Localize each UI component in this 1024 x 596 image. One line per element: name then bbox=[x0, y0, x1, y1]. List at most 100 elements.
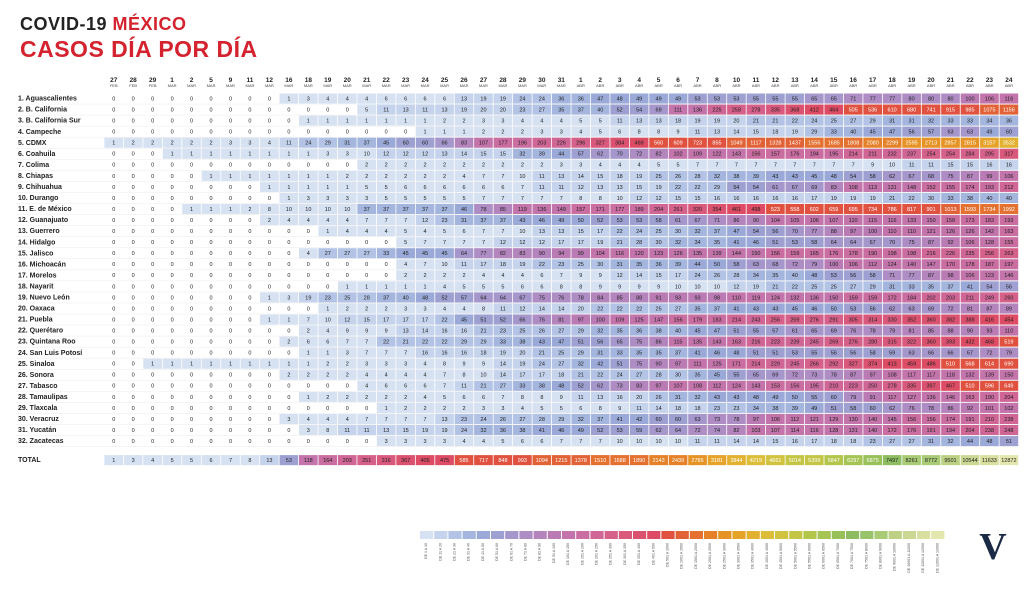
heat-cell bbox=[707, 425, 727, 436]
cell-value: 110 bbox=[1004, 328, 1013, 334]
cell-value: 216 bbox=[926, 251, 935, 257]
total-cell bbox=[571, 455, 591, 466]
heat-cell bbox=[960, 215, 980, 226]
heat-cell bbox=[882, 413, 902, 424]
cell-value: 77 bbox=[889, 96, 895, 102]
heat-cell bbox=[921, 425, 941, 436]
cell-value: 3 bbox=[346, 196, 349, 202]
date-day-label: 19 bbox=[324, 77, 332, 84]
heat-cell bbox=[299, 204, 318, 215]
cell-value: 2080 bbox=[867, 141, 879, 147]
cell-value: 12 bbox=[422, 152, 428, 158]
heat-cell bbox=[493, 148, 513, 159]
cell-value: 256 bbox=[985, 251, 994, 257]
cell-value: 1 bbox=[151, 362, 154, 368]
cell-value: 148 bbox=[907, 185, 916, 191]
heat-cell bbox=[785, 248, 805, 259]
state-label: 13. Guerrero bbox=[18, 228, 60, 235]
heat-cell bbox=[415, 336, 435, 347]
cell-value: 10 bbox=[364, 152, 370, 158]
heat-cell bbox=[804, 391, 824, 402]
cell-value: 212 bbox=[1004, 185, 1013, 191]
total-value: 2785 bbox=[691, 458, 703, 464]
heat-cell bbox=[999, 402, 1019, 413]
cell-value: 76 bbox=[909, 406, 915, 412]
cell-value: 9 bbox=[638, 284, 641, 290]
heat-cell bbox=[649, 181, 668, 192]
cell-value: 204 bbox=[1004, 395, 1013, 401]
cell-value: 100 bbox=[829, 262, 838, 268]
heat-cell bbox=[376, 347, 396, 358]
heat-cell bbox=[610, 159, 630, 170]
heat-cell bbox=[493, 336, 513, 347]
cell-value: 23 bbox=[441, 218, 447, 224]
heat-cell bbox=[882, 270, 902, 281]
cell-value: 19 bbox=[461, 107, 467, 113]
heat-cell bbox=[610, 413, 630, 424]
cell-value: 43 bbox=[539, 340, 545, 346]
heat-cell bbox=[318, 148, 338, 159]
heat-cell bbox=[863, 281, 882, 292]
heat-cell bbox=[843, 292, 863, 303]
heat-cell bbox=[649, 303, 668, 314]
heat-cell bbox=[902, 115, 921, 126]
total-cell bbox=[649, 455, 668, 466]
cell-value: 116 bbox=[1004, 96, 1013, 102]
cell-value: 0 bbox=[190, 317, 193, 323]
heat-cell bbox=[688, 391, 707, 402]
cell-value: 104 bbox=[596, 251, 605, 257]
cell-value: 10 bbox=[675, 439, 681, 445]
heat-cell bbox=[921, 369, 941, 380]
heat-cell bbox=[902, 104, 921, 115]
cell-value: 53 bbox=[636, 218, 642, 224]
legend-label: DE 351 A 400 bbox=[637, 543, 641, 565]
heat-cell bbox=[824, 436, 844, 447]
heat-cell bbox=[746, 369, 766, 380]
heat-cell bbox=[882, 391, 902, 402]
heat-cell bbox=[299, 192, 318, 203]
heat-cell bbox=[746, 314, 766, 325]
total-value: 53 bbox=[286, 458, 292, 464]
heat-cell bbox=[299, 215, 318, 226]
cell-value: 11 bbox=[617, 119, 623, 125]
cell-value: 0 bbox=[171, 107, 174, 113]
heat-cell bbox=[668, 336, 688, 347]
heat-cell bbox=[804, 380, 824, 391]
cell-value: 0 bbox=[346, 262, 349, 268]
heat-cell bbox=[454, 391, 474, 402]
cell-value: 0 bbox=[287, 439, 290, 445]
cell-value: 108 bbox=[693, 384, 702, 390]
heat-cell bbox=[921, 380, 941, 391]
cell-value: 0 bbox=[268, 340, 271, 346]
cell-value: 15 bbox=[597, 174, 603, 180]
heat-cell bbox=[980, 148, 999, 159]
cell-value: 5 bbox=[443, 395, 446, 401]
heat-cell bbox=[454, 303, 474, 314]
heat-cell bbox=[707, 436, 727, 447]
cell-value: 4 bbox=[443, 284, 446, 290]
heat-cell bbox=[435, 325, 454, 336]
heat-cell bbox=[610, 369, 630, 380]
heat-cell bbox=[532, 358, 552, 369]
total-cell bbox=[182, 455, 201, 466]
cell-value: 0 bbox=[151, 262, 154, 268]
heat-cell bbox=[902, 159, 921, 170]
heat-cell bbox=[980, 281, 999, 292]
heat-cell bbox=[474, 347, 493, 358]
heat-cell bbox=[902, 281, 921, 292]
cell-value: 131 bbox=[888, 185, 897, 191]
cell-value: 54 bbox=[753, 229, 759, 235]
cell-value: 19 bbox=[305, 295, 311, 301]
cell-value: 14 bbox=[539, 306, 545, 312]
cell-value: 0 bbox=[229, 119, 232, 125]
cell-value: 27 bbox=[850, 284, 856, 290]
heat-cell bbox=[902, 413, 921, 424]
cell-value: 2 bbox=[521, 130, 524, 136]
cell-value: 0 bbox=[151, 373, 154, 379]
cell-value: 0 bbox=[365, 406, 368, 412]
cell-value: 106 bbox=[965, 240, 974, 246]
heat-cell bbox=[863, 115, 882, 126]
total-value: 367 bbox=[401, 458, 410, 464]
heat-cell bbox=[299, 325, 318, 336]
heat-cell bbox=[921, 402, 941, 413]
